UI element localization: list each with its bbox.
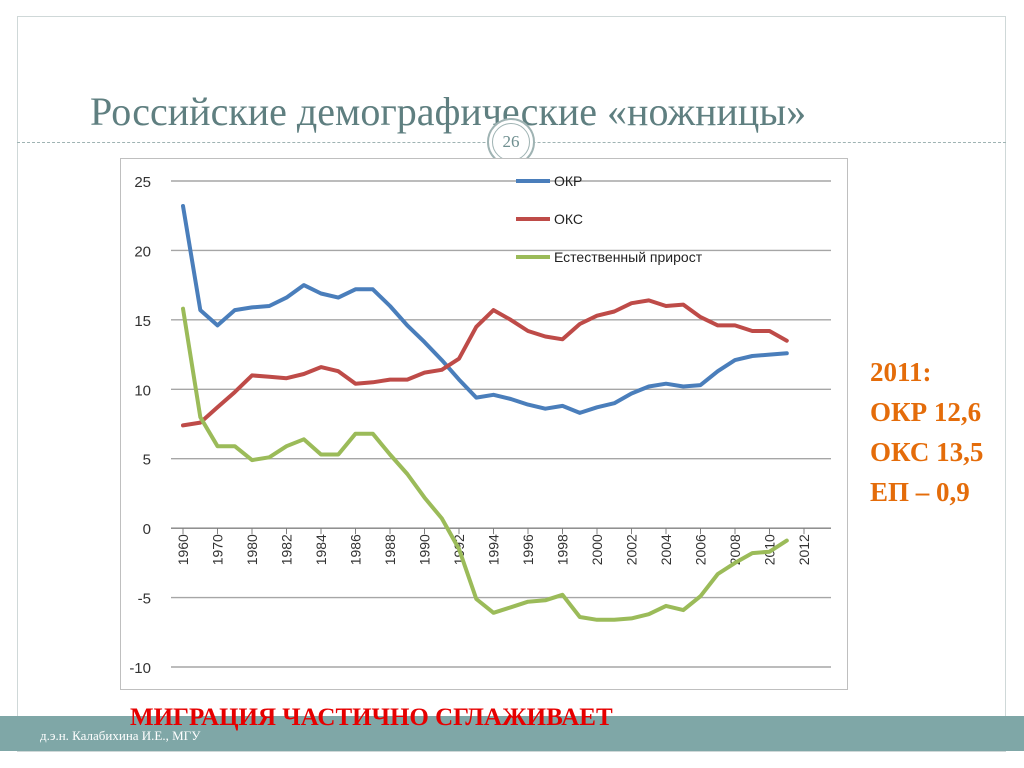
series-lines [181,204,789,622]
x-tick-label: 1980 [244,534,260,565]
legend-label: ОКР [554,173,582,189]
x-tick-label: 1984 [313,534,329,565]
y-tick-label: 10 [134,382,151,399]
summary-okr: ОКР 12,6 [870,397,982,427]
series-line-3 [181,306,789,622]
legend-label: Естественный прирост [554,249,703,265]
migration-banner: МИГРАЦИЯ ЧАСТИЧНО СГЛАЖИВАЕТ [130,704,613,731]
y-tick-labels: 25 20 15 10 5 0 -5 -10 [129,174,151,677]
x-tick-label: 1960 [175,534,191,565]
summary-oks: ОКС 13,5 [870,437,984,467]
series-line-2 [181,298,789,428]
footer-author: д.э.н. Калабихина И.Е., МГУ [40,728,201,743]
x-tick-labels: 1960 1970 1980 1982 1984 1986 1988 1990 1992 1994… [175,534,812,565]
y-tick-label: 20 [134,243,151,260]
legend: ОКР ОКС Естественный прирост [516,173,703,265]
footer-bar [0,716,1024,751]
x-tick-label: 1990 [417,534,433,565]
page-number: 26 [492,123,530,161]
chart-area: 25 20 15 10 5 0 -5 -10 1960 1970 1980 1982 1984 1986… [120,158,848,690]
x-tick-label: 1996 [520,534,536,565]
x-tick-label: 1970 [210,534,226,565]
x-tick-label: 2002 [624,534,640,565]
y-tick-label: -5 [138,591,151,608]
x-tick-label: 1998 [555,534,571,565]
gridlines [171,180,831,668]
x-tick-label: 1988 [382,534,398,565]
y-tick-label: -10 [129,660,151,677]
y-tick-label: 25 [134,174,151,191]
slide-title: Российские демографические «ножницы» [90,89,807,134]
x-tick-label: 2008 [727,534,743,565]
y-tick-label: 0 [143,521,151,538]
x-tick-label: 2004 [658,534,674,565]
slide-frame [17,16,1006,752]
series-line-1 [181,204,789,415]
x-tick-label: 2012 [796,534,812,565]
summary-year: 2011: [870,357,932,387]
x-tick-label: 2006 [693,534,709,565]
x-tick-label: 1986 [348,534,364,565]
legend-label: ОКС [554,211,583,227]
x-tick-label: 2000 [589,534,605,565]
line-chart: 25 20 15 10 5 0 -5 -10 1960 1970 1980 1982 1984 1986… [129,173,831,677]
x-tick-label: 1994 [486,534,502,565]
y-tick-label: 5 [143,452,151,469]
y-tick-label: 15 [134,313,151,330]
summary-2011: 2011: ОКР 12,6 ОКС 13,5 ЕП – 0,9 [870,352,983,512]
summary-ep: ЕП – 0,9 [870,477,970,507]
x-tick-label: 1982 [279,534,295,565]
